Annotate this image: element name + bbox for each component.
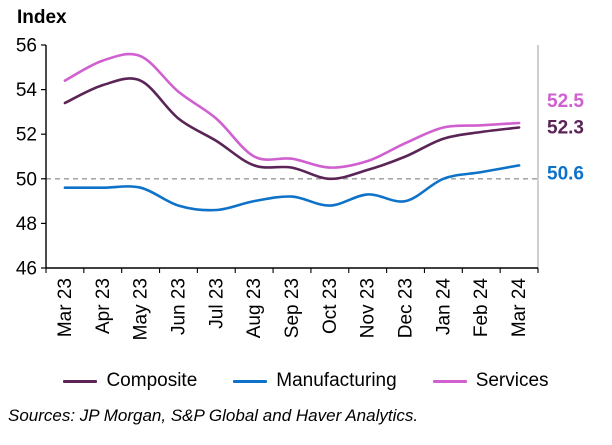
end-label-manufacturing: 50.6 [547, 163, 584, 184]
chart-plot-area: 46 48 50 52 54 56 Mar 23 Apr 23 May 23 Jun 23 Jul … [16, 36, 585, 341]
x-tick-label: Jun 23 [168, 278, 189, 335]
y-tick-label: 50 [16, 169, 37, 190]
legend-label-services: Services [475, 370, 549, 391]
x-tick-label: Feb 24 [471, 278, 492, 338]
y-tick-label: 46 [16, 259, 37, 280]
x-tick-label: Mar 23 [55, 278, 76, 337]
x-tick-label: Sep 23 [282, 278, 303, 338]
legend-item-manufacturing: Manufacturing [233, 370, 397, 392]
sources-note: Sources: JP Morgan, S&P Global and Haver… [8, 406, 419, 425]
legend-swatch-manufacturing [233, 379, 268, 383]
chart-legend: Composite Manufacturing Services [0, 366, 612, 396]
y-tick-label: 54 [16, 80, 38, 101]
end-label-composite: 52.3 [547, 118, 584, 139]
series-line-composite [63, 77, 521, 181]
x-tick-label: Oct 23 [320, 278, 341, 334]
x-tick-label: Nov 23 [358, 278, 379, 338]
legend-swatch-composite [63, 379, 98, 383]
legend-label-manufacturing: Manufacturing [276, 370, 397, 391]
x-tick-label: Jan 24 [433, 278, 454, 335]
x-tick-label: Aug 23 [244, 278, 265, 338]
y-tick-label: 56 [16, 36, 37, 57]
end-label-services: 52.5 [547, 91, 584, 112]
legend-item-services: Services [432, 370, 549, 392]
legend-label-composite: Composite [106, 370, 198, 391]
y-tick-label: 48 [16, 214, 37, 235]
x-tick-label: Dec 23 [396, 278, 417, 338]
x-tick-label: May 23 [131, 278, 152, 340]
legend-item-composite: Composite [63, 370, 197, 392]
legend-swatch-services [432, 379, 467, 383]
series-line-manufacturing [63, 164, 521, 212]
x-tick-label: Mar 24 [509, 278, 530, 338]
chart-title: Index [17, 7, 67, 28]
series-line-services [63, 52, 521, 169]
x-tick-label: Apr 23 [93, 278, 114, 334]
y-tick-label: 52 [16, 125, 37, 146]
x-tick-label: Jul 23 [206, 278, 227, 329]
